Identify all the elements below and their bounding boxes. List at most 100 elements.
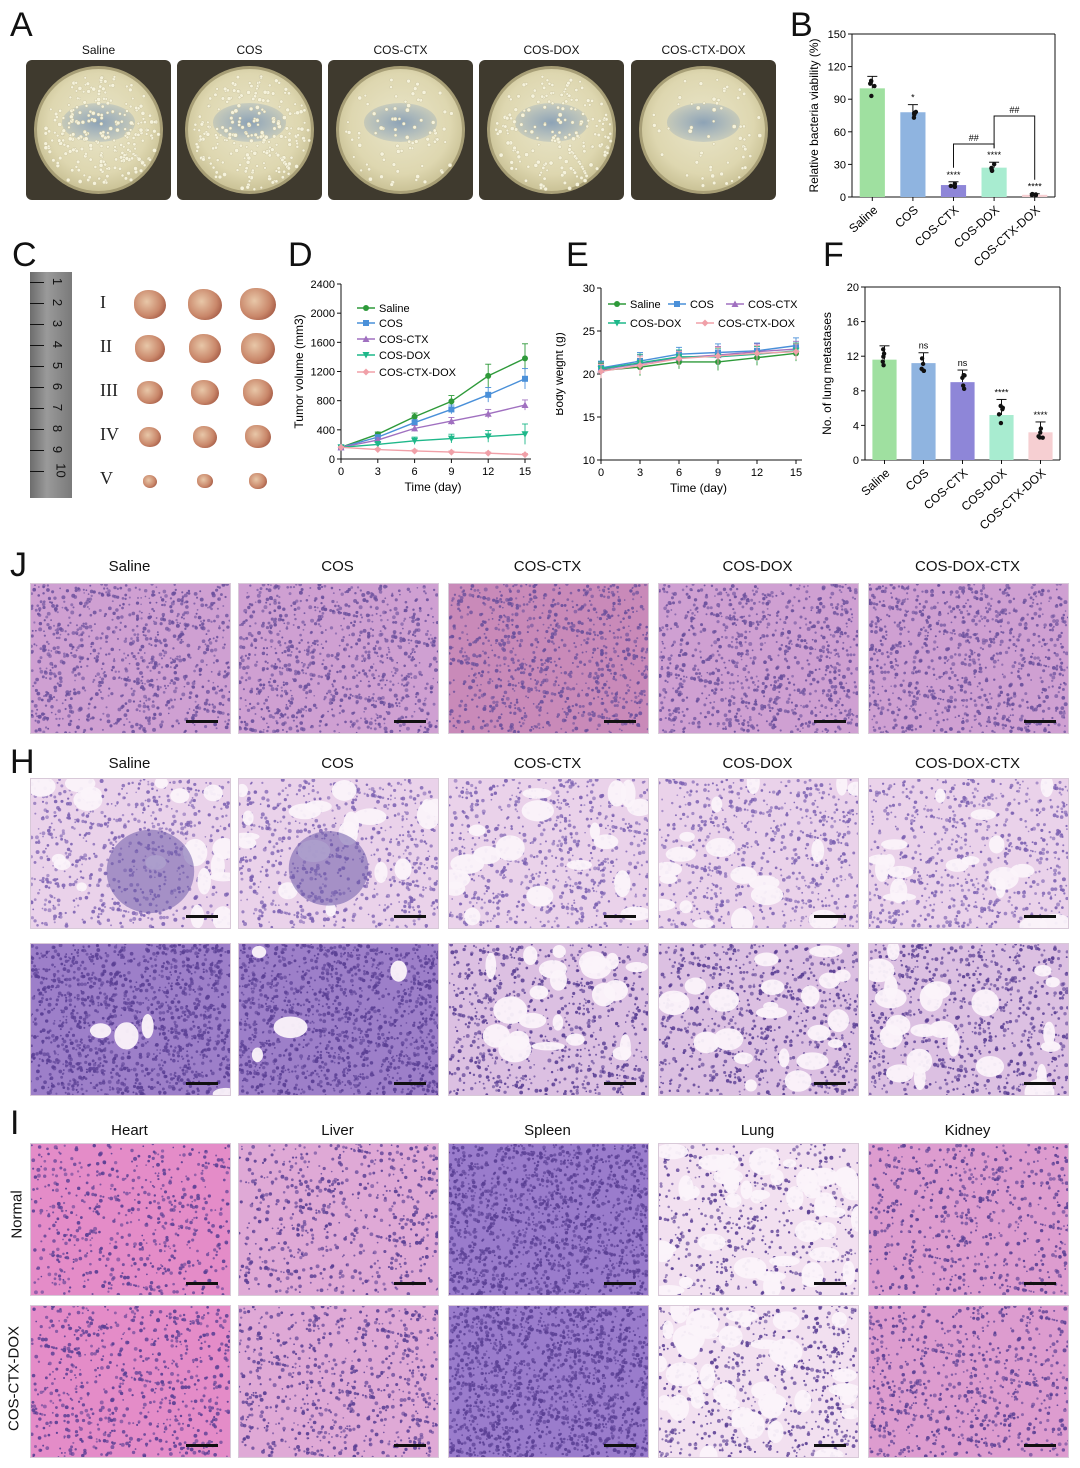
cell-nucleus [563, 681, 567, 685]
colony [130, 156, 134, 161]
cell-nucleus [577, 692, 580, 695]
cell-nucleus [35, 677, 39, 682]
cell-nucleus [571, 606, 574, 609]
cell-nucleus [592, 638, 595, 641]
cell-nucleus [50, 601, 54, 604]
cell-nucleus [685, 707, 689, 711]
cell-nucleus [48, 654, 52, 658]
cell-nucleus [452, 717, 455, 720]
cell-nucleus [225, 613, 229, 618]
cell-nucleus [578, 705, 582, 709]
cell-nucleus [42, 592, 45, 595]
series [337, 399, 529, 451]
cell-nucleus [61, 717, 64, 720]
cell-nucleus [291, 714, 296, 719]
cell-nucleus [367, 650, 371, 654]
cell-nucleus [616, 590, 619, 593]
cell-nucleus [317, 623, 321, 626]
colony [374, 131, 378, 135]
cell-nucleus [39, 656, 43, 660]
cell-nucleus [138, 610, 141, 613]
cell-nucleus [404, 706, 409, 711]
colony [259, 74, 264, 79]
cell-nucleus [76, 646, 80, 650]
cell-nucleus [358, 634, 361, 637]
cell-nucleus [600, 715, 604, 719]
cell-nucleus [610, 692, 614, 695]
cell-nucleus [426, 711, 430, 716]
colony [563, 135, 568, 140]
cell-nucleus [308, 594, 311, 597]
cell-nucleus [839, 631, 844, 636]
colony [257, 80, 262, 84]
cell-nucleus [670, 654, 673, 657]
cell-nucleus [135, 708, 139, 712]
cell-nucleus [546, 616, 550, 620]
cell-nucleus [791, 643, 793, 646]
cell-nucleus [392, 615, 396, 620]
legend-entry: Saline [379, 303, 410, 315]
tumor-specimen [137, 381, 163, 405]
cell-nucleus [367, 684, 371, 688]
cell-nucleus [267, 621, 271, 625]
cell-nucleus [276, 689, 278, 692]
colony [505, 140, 511, 146]
cell-nucleus [218, 586, 221, 589]
cell-nucleus [616, 636, 620, 639]
cell-nucleus [388, 688, 393, 692]
cell-nucleus [641, 607, 645, 611]
cell-nucleus [188, 708, 191, 710]
cell-nucleus [163, 603, 166, 607]
tumor-specimen [191, 380, 219, 406]
cell-nucleus [182, 657, 186, 662]
colony [256, 135, 260, 140]
cell-nucleus [80, 624, 84, 627]
y-tick-label: 0 [840, 192, 846, 204]
colony [284, 126, 289, 131]
cell-nucleus [47, 727, 50, 730]
colony [245, 160, 251, 165]
cell-nucleus [191, 681, 196, 686]
cell-nucleus [697, 641, 701, 645]
cell-nucleus [672, 687, 675, 690]
cell-nucleus [728, 659, 731, 662]
cell-nucleus [178, 634, 182, 638]
colony [701, 183, 705, 188]
cell-nucleus [213, 648, 218, 652]
colony [247, 179, 252, 183]
cell-nucleus [727, 699, 732, 703]
cell-nucleus [156, 685, 160, 689]
data-point [919, 356, 925, 361]
cell-nucleus [86, 605, 89, 608]
cell-nucleus [555, 625, 557, 628]
colony [129, 128, 133, 132]
cell-nucleus [302, 665, 305, 668]
cell-nucleus [138, 648, 142, 652]
cell-nucleus [662, 587, 666, 591]
cell-nucleus [410, 639, 413, 642]
cell-nucleus [347, 696, 352, 700]
colony [54, 111, 59, 117]
colony [583, 171, 587, 175]
cell-nucleus [526, 625, 531, 629]
marker [714, 352, 722, 360]
cell-nucleus [381, 678, 385, 682]
cell-nucleus [207, 639, 210, 642]
cell-nucleus [734, 595, 738, 598]
cell-nucleus [577, 620, 582, 625]
colony [568, 143, 572, 148]
cell-nucleus [111, 618, 114, 621]
cell-nucleus [252, 705, 256, 710]
cell-nucleus [604, 651, 608, 655]
cell-nucleus [345, 687, 349, 691]
cell-nucleus [423, 585, 425, 588]
cell-nucleus [64, 731, 68, 733]
cell-nucleus [544, 637, 547, 639]
cell-nucleus [107, 589, 111, 593]
cell-nucleus [407, 632, 410, 635]
cell-nucleus [485, 597, 487, 600]
cell-nucleus [226, 671, 230, 675]
cell-nucleus [833, 688, 836, 691]
cell-nucleus [197, 648, 200, 651]
